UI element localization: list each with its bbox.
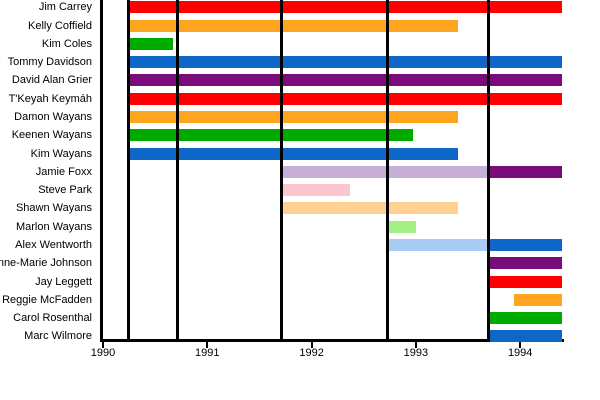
y-axis-line <box>100 0 103 342</box>
x-tick-label: 1994 <box>507 347 533 359</box>
season-boundary-line <box>386 0 390 342</box>
row-label: Shawn Wayans <box>15 202 92 215</box>
timeline-bar <box>488 238 562 251</box>
timeline-bar <box>281 184 351 197</box>
timeline-bar <box>130 37 173 50</box>
timeline-bar <box>513 293 562 306</box>
x-tick <box>310 341 313 348</box>
row-label: Carol Rosenthal <box>13 312 92 325</box>
timeline-bar <box>488 165 562 178</box>
row-label: T'Keyah Keymáh <box>8 92 92 105</box>
season-boundary-line <box>279 0 283 342</box>
timeline-bar <box>387 220 416 233</box>
season-boundary-line <box>127 0 131 342</box>
row-label: Anne-Marie Johnson <box>0 257 92 270</box>
timeline-bar <box>281 165 489 178</box>
season-boundary-line <box>487 0 491 342</box>
timeline-bar <box>489 257 562 270</box>
timeline-bar <box>130 129 413 142</box>
row-label: Kim Coles <box>41 37 92 50</box>
timeline-bar <box>130 147 458 160</box>
timeline-bar <box>130 19 458 32</box>
timeline-bar <box>281 202 458 215</box>
timeline-bar <box>130 56 562 69</box>
row-label: Jamie Foxx <box>35 165 92 178</box>
row-label: Jay Leggett <box>35 275 92 288</box>
timeline-bar <box>489 275 562 288</box>
row-label: David Alan Grier <box>11 74 92 87</box>
row-label: Keenen Wayans <box>11 129 92 142</box>
season-boundary-line <box>175 0 179 342</box>
row-label: Marc Wilmore <box>24 330 92 343</box>
row-label: Alex Wentworth <box>15 238 92 251</box>
timeline-bar <box>130 74 562 87</box>
row-label: Kim Wayans <box>30 147 92 160</box>
row-label: Jim Carrey <box>38 1 92 14</box>
x-tick-label: 1993 <box>403 347 429 359</box>
timeline-bar <box>489 330 562 343</box>
row-label: Steve Park <box>38 184 92 197</box>
timeline-bar <box>489 312 562 325</box>
x-tick <box>519 341 522 348</box>
x-tick-label: 1990 <box>90 347 116 359</box>
x-tick <box>414 341 417 348</box>
row-label: Damon Wayans <box>14 110 92 123</box>
timeline-bar <box>130 110 458 123</box>
timeline-bar <box>130 92 562 105</box>
row-label: Marlon Wayans <box>15 220 92 233</box>
x-tick <box>206 341 209 348</box>
row-label: Kelly Coffield <box>28 19 92 32</box>
row-label: Tommy Davidson <box>7 56 92 69</box>
x-tick <box>102 341 104 348</box>
timeline-bar <box>130 1 562 14</box>
x-tick-label: 1992 <box>299 347 324 359</box>
x-axis-line <box>100 338 565 342</box>
row-label: Reggie McFadden <box>2 293 92 306</box>
x-tick-label: 1991 <box>195 347 220 359</box>
timeline-bar <box>387 238 489 251</box>
